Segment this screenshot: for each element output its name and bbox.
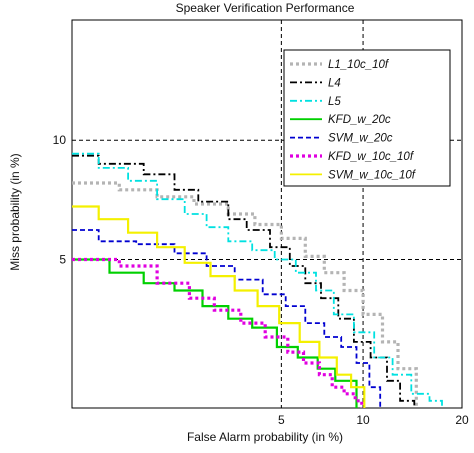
x-tick-label: 5 [278, 413, 285, 427]
series-line-kfd-w-10c-10f [72, 257, 364, 408]
legend-label: L4 [328, 77, 341, 89]
series-line-kfd-w-20c [72, 258, 358, 408]
legend-box [283, 49, 451, 187]
series-line-l1-10c-10f [72, 181, 418, 408]
series-line-svm-w-20c [72, 229, 382, 408]
series-layer [72, 152, 443, 408]
y-tick-label: 10 [53, 133, 67, 147]
legend-label: KFD_w_20c [328, 114, 391, 126]
legend-label: SVM_w_10c_10f [328, 169, 417, 181]
tick-labels: 5 10 20 5 10 [53, 133, 469, 427]
legend-label: KFD_w_10c_10f [328, 151, 415, 163]
x-tick-label: 10 [356, 413, 370, 427]
series-line-l5 [72, 152, 443, 408]
legend-label: SVM_w_20c [328, 133, 393, 145]
legend: L1_10c_10f L4 L5 KFD_w_20c SVM_w_20c KFD_w_10… [283, 49, 451, 187]
chart-title: Speaker Verification Performance [176, 1, 355, 15]
series-line-svm-w-10c-10f [72, 205, 366, 408]
x-tick-label: 20 [455, 413, 469, 427]
legend-label: L5 [328, 96, 341, 108]
y-tick-label: 5 [59, 253, 66, 267]
y-axis-label: Miss probability (in %) [8, 153, 22, 270]
x-axis-label: False Alarm probability (in %) [187, 430, 343, 444]
legend-label: L1_10c_10f [328, 59, 390, 71]
